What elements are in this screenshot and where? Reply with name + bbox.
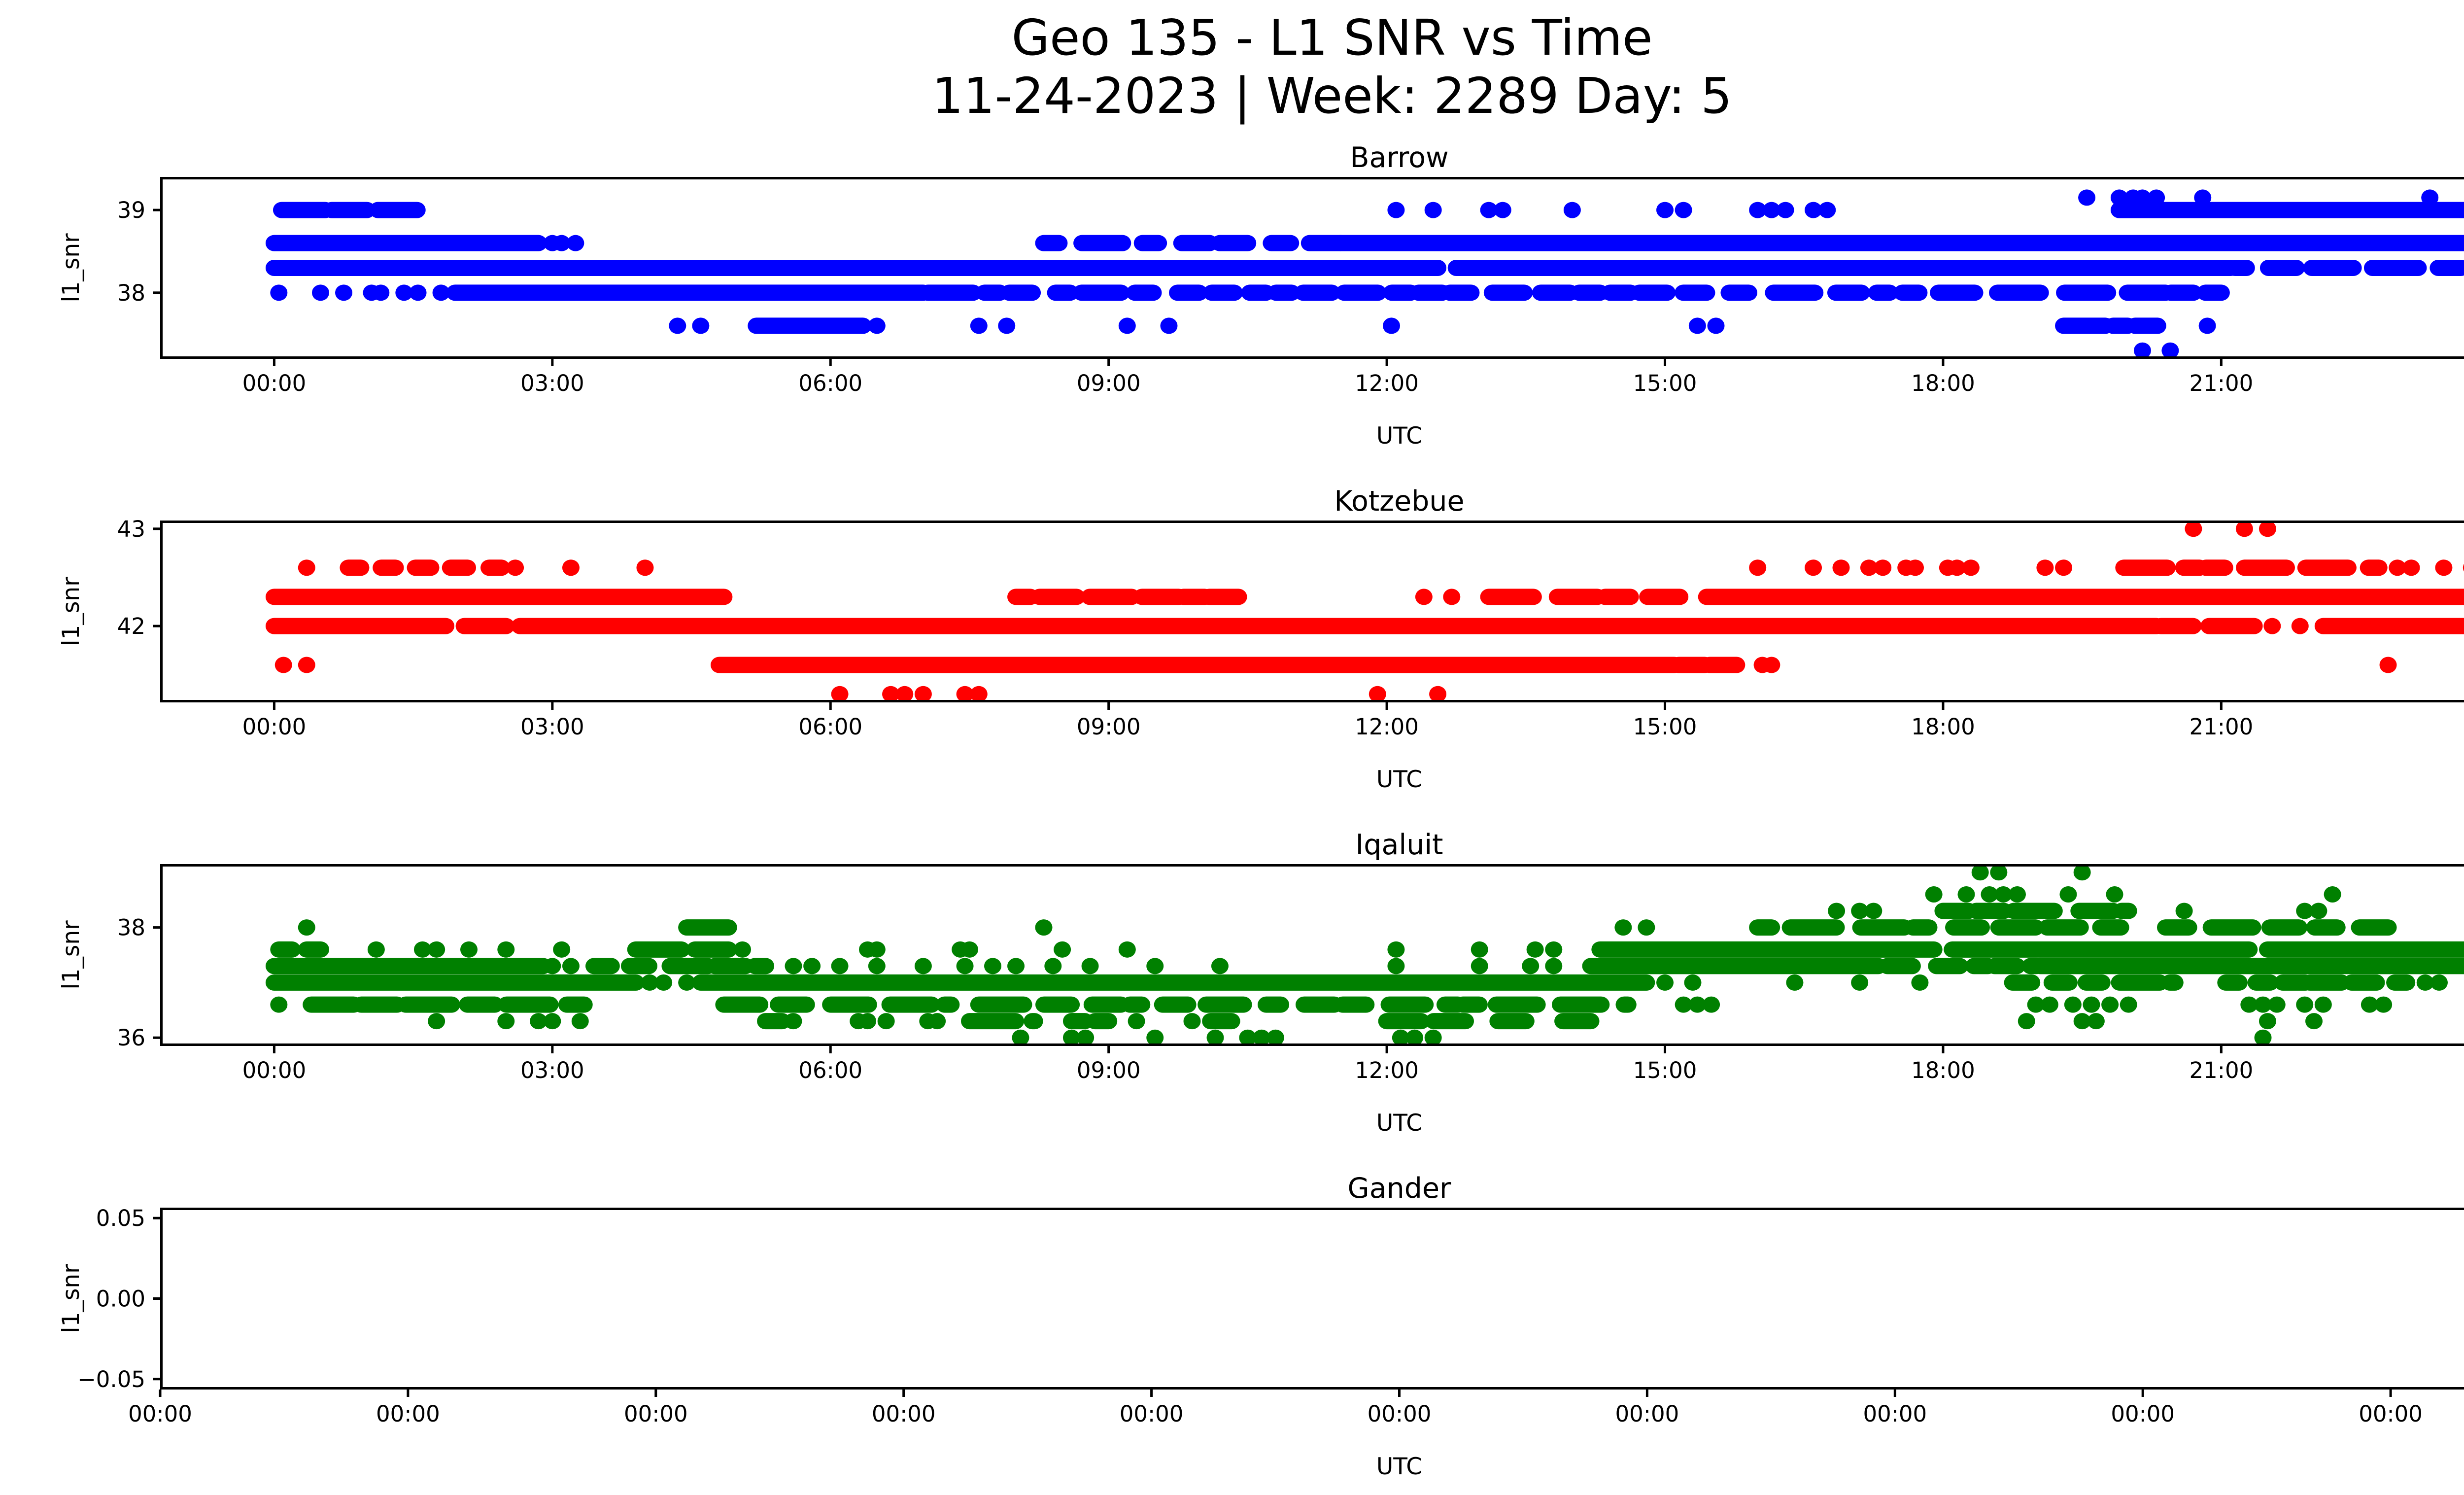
- y-tick-label: 0.00: [96, 1286, 145, 1312]
- scatter-row-iqaluit-38: [298, 919, 2397, 936]
- scatter-row-barrow-38.6: [265, 235, 2464, 251]
- subplot-title-barrow: Barrow: [1350, 141, 1449, 174]
- x-tick-label: 00:00: [872, 1401, 936, 1427]
- x-tick-label: 00:00: [1120, 1401, 1184, 1427]
- y-tick-label: −0.05: [77, 1366, 145, 1392]
- scatter-row-iqaluit-38.3: [1828, 903, 2327, 919]
- x-tick-label: 15:00: [1633, 370, 1697, 396]
- x-tick-label: 06:00: [798, 714, 862, 740]
- x-tick-label: 03:00: [520, 370, 584, 396]
- x-tick-label: 00:00: [2111, 1401, 2175, 1427]
- x-tick-label: 15:00: [1633, 714, 1697, 740]
- x-tick-label: 21:00: [2190, 714, 2254, 740]
- y-axis-label: l1_snr: [58, 577, 85, 646]
- x-axis-label: UTC: [1376, 766, 1422, 793]
- x-tick-label: 09:00: [1077, 1057, 1141, 1083]
- x-tick-label: 00:00: [1615, 1401, 1679, 1427]
- scatter-row-barrow-38.3: [265, 260, 2464, 276]
- x-tick-label: 00:00: [242, 370, 307, 396]
- subplot-title-iqaluit: Iqaluit: [1355, 829, 1443, 861]
- scatter-row-iqaluit-37.6: [270, 941, 2464, 958]
- x-tick-label: 00:00: [1863, 1401, 1927, 1427]
- scatter-row-iqaluit-37.3: [265, 958, 2464, 974]
- scatter-row-iqaluit-39: [1971, 864, 2091, 881]
- axes-spines: [160, 1208, 2464, 1390]
- scatter-row-kotzebue-41.6: [274, 657, 2397, 673]
- x-tick-label: 18:00: [1911, 370, 1975, 396]
- x-tick-label: 12:00: [1355, 1057, 1419, 1083]
- scatter-row-kotzebue-42.3: [265, 589, 2464, 605]
- scatter-row-kotzebue-42.6: [298, 559, 2464, 576]
- x-tick-label: 09:00: [1077, 370, 1141, 396]
- x-tick-label: 00:00: [128, 1401, 192, 1427]
- x-tick-label: 15:00: [1633, 1057, 1697, 1083]
- y-tick-label: 42: [117, 613, 145, 639]
- x-tick-label: 21:00: [2190, 1057, 2254, 1083]
- y-axis-label: l1_snr: [58, 233, 85, 303]
- x-axis-label: UTC: [1376, 422, 1422, 450]
- axes-kotzebue: 43 42 00:00 03:00 06:00 09:00 12:00 15:00 18:00 2…: [58, 516, 2464, 793]
- scatter-row-iqaluit-36.6: [270, 996, 2393, 1013]
- x-tick-label: 00:00: [1368, 1401, 1432, 1427]
- y-axis-label: l1_snr: [58, 920, 85, 990]
- y-axis-label: l1_snr: [58, 1264, 85, 1333]
- x-axis-label: UTC: [1376, 1453, 1422, 1480]
- scatter-row-kotzebue-41.3: [831, 686, 1447, 702]
- x-tick-label: 18:00: [1911, 714, 1975, 740]
- scatter-row-kotzebue-42: [265, 618, 2464, 634]
- y-tick-label: 43: [117, 516, 145, 542]
- scatter-row-barrow-39.15: [2078, 189, 2439, 206]
- x-tick-label: 00:00: [624, 1401, 688, 1427]
- x-tick-label: 00:00: [376, 1401, 440, 1427]
- x-tick-label: 12:00: [1355, 714, 1419, 740]
- axes-iqaluit: 38 36 00:00 03:00 06:00 09:00 12:00 15:00 18:00 2…: [58, 864, 2464, 1137]
- figure-title-line1: Geo 135 - L1 SNR vs Time: [1011, 9, 1653, 67]
- x-tick-label: 06:00: [798, 370, 862, 396]
- y-tick-label: 0.05: [96, 1205, 145, 1231]
- scatter-row-kotzebue-43: [2185, 521, 2276, 537]
- scatter-row-iqaluit-36.3: [428, 1013, 2323, 1030]
- scatter-row-iqaluit-37: [265, 974, 2448, 991]
- figure-title-line2: 11-24-2023 | Week: 2289 Day: 5: [932, 67, 1732, 125]
- x-tick-label: 18:00: [1911, 1057, 1975, 1083]
- x-tick-label: 06:00: [798, 1057, 862, 1083]
- y-tick-label: 39: [117, 197, 145, 223]
- axes-barrow: 39 38 00:00 03:00 06:00 09:00 12:00 15:00 18:00 2…: [58, 177, 2464, 450]
- x-tick-label: 03:00: [520, 1057, 584, 1083]
- subplot-title-kotzebue: Kotzebue: [1334, 485, 1465, 518]
- scatter-row-barrow-38: [270, 284, 2230, 301]
- y-tick-label: 38: [117, 915, 145, 941]
- axes-spines: [160, 177, 2464, 359]
- x-tick-label: 21:00: [2190, 370, 2254, 396]
- x-axis-label: UTC: [1376, 1110, 1422, 1137]
- x-tick-label: 00:00: [2359, 1401, 2423, 1427]
- x-tick-label: 03:00: [520, 714, 584, 740]
- subplot-title-gander: Gander: [1347, 1172, 1451, 1205]
- axes-spines: [160, 521, 2464, 702]
- axes-gander: 0.05 0.00 −0.05 00:00 00:00 00:00 00:00 00:00 00…: [58, 1205, 2464, 1480]
- x-tick-label: 00:00: [242, 1057, 307, 1083]
- scatter-row-iqaluit-36: [1012, 1029, 2272, 1046]
- y-tick-label: 38: [117, 280, 145, 306]
- x-tick-label: 09:00: [1077, 714, 1141, 740]
- axes-spines: [160, 864, 2464, 1046]
- scatter-row-iqaluit-38.6: [1925, 886, 2341, 903]
- y-tick-label: 36: [117, 1025, 145, 1051]
- scatter-row-barrow-37.3: [2133, 342, 2179, 359]
- x-tick-label: 00:00: [242, 714, 307, 740]
- scatter-row-barrow-37.6: [669, 317, 2216, 334]
- scatter-row-barrow-39: [273, 202, 2464, 218]
- x-tick-label: 12:00: [1355, 370, 1419, 396]
